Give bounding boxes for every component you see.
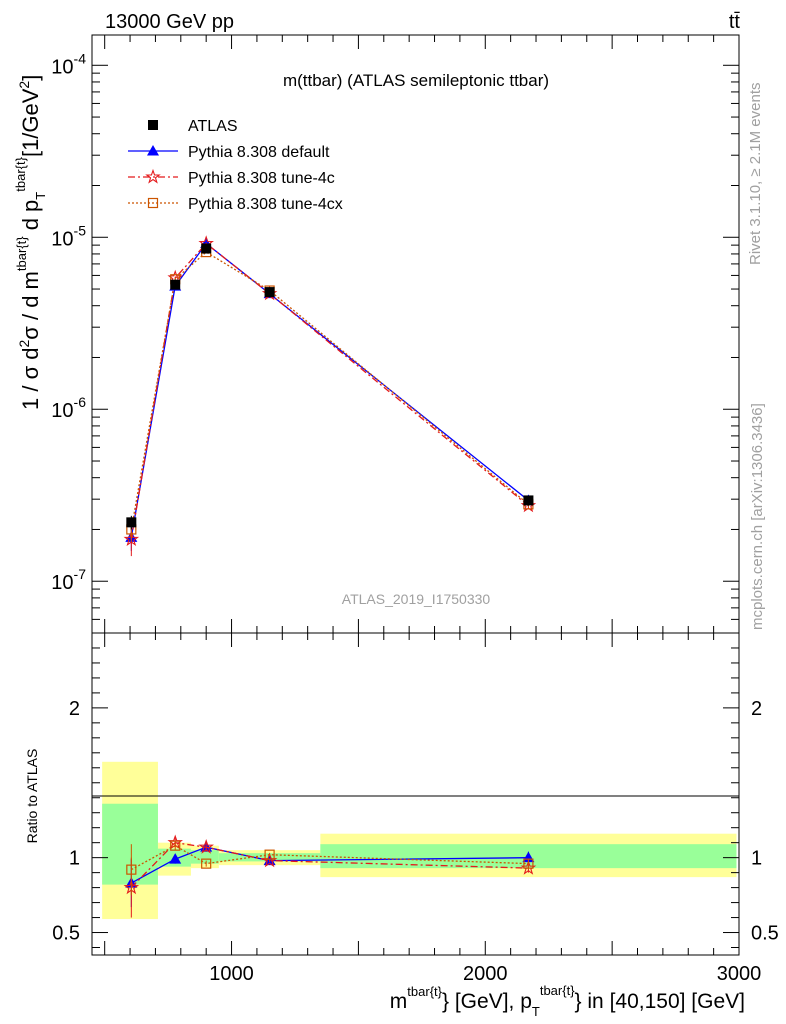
svg-text:mtbar{t}} [GeV], pTtbar{t}} in: mtbar{t}} [GeV], pTtbar{t}} in [40,150] … [390,983,745,1019]
legend: ATLAS Pythia 8.308 default Pythia 8.308 tu… [128,118,343,213]
series-line [130,242,529,538]
data-point [169,853,182,864]
y-tick-label-right: 2 [751,698,762,720]
y-tick-label: 10-4 [51,50,86,78]
series-pythia-8-308-tune-4c [123,235,537,557]
x-axis-title: mtbar{t}} [GeV], pTtbar{t}} in [40,150] … [390,983,745,1019]
main-ylabel: 1 / σ d2σ / d mtbar{t} d pTtbar{t}[1/GeV… [13,75,48,410]
data-point [264,287,275,298]
analysis-watermark: ATLAS_2019_I1750330 [342,591,491,607]
y-tick-label-right: 0.5 [751,923,779,945]
series-line [130,242,529,540]
series-pythia-8-308-tune-4cx [126,246,534,542]
y-tick-label: 1 [69,848,80,870]
data-point [170,840,181,851]
y-tick-label: 10-6 [51,394,86,422]
data-point [126,864,137,875]
series-pythia-8-308-tune-4cx [126,840,534,896]
series-atlas [126,243,534,530]
y-tick-label: 0.5 [52,923,80,945]
ratio-axes: 0.5 0.5 1 1 2 2 1000 2000 3000 [52,633,779,985]
data-point [264,849,275,860]
y-tick-label: 10-5 [51,222,86,250]
main-title: m(ttbar) (ATLAS semileptonic ttbar) [283,71,549,90]
legend-label: Pythia 8.308 tune-4cx [188,196,343,213]
main-series-group [123,235,537,557]
data-point [198,838,214,854]
main-panel: 10-7 10-6 10-5 10-4 m(ttbar) (ATLAS semilep… [51,34,740,634]
data-point [201,243,212,254]
legend-marker [147,197,159,209]
x-tick-label: 1000 [209,963,254,985]
data-point [126,517,137,528]
rivet-version-label: Rivet 3.1.10, ≥ 2.1M events [747,83,764,266]
legend-marker [147,145,159,156]
legend-marker [148,120,158,130]
ratio-panel: 0.5 0.5 1 1 2 2 1000 2000 3000 [52,632,779,985]
energy-label: 13000 GeV pp [105,11,234,33]
legend-entry: Pythia 8.308 tune-4c [128,168,335,187]
legend-entry: ATLAS [148,118,238,135]
svg-text:1 / σ d2σ / d mtbar{t} d pTtba: 1 / σ d2σ / d mtbar{t} d pTtbar{t}[1/GeV… [13,75,48,410]
x-tick-label: 2000 [463,963,508,985]
x-tick-label: 3000 [717,963,762,985]
ratio-bands [102,761,737,920]
uncertainty-band-inner [190,850,219,864]
source-label: mcplots.cern.ch [arXiv:1306.3436] [749,403,766,630]
legend-label: Pythia 8.308 tune-4c [188,170,335,187]
series-line [130,251,529,530]
legend-label: Pythia 8.308 default [188,144,330,161]
legend-entry: Pythia 8.308 tune-4cx [128,196,343,213]
y-tick-label: 2 [69,698,80,720]
legend-entry: Pythia 8.308 default [128,144,330,161]
series-pythia-8-308-default [125,237,535,551]
ratio-series-group [123,834,537,918]
ratio-ylabel: Ratio to ATLAS [24,749,40,844]
y-tick-label: 10-7 [51,566,86,594]
data-point [523,495,534,506]
data-point [523,858,534,869]
data-point [123,531,140,547]
ratio-frame [91,632,740,956]
legend-marker [145,168,161,184]
main-axes: 10-7 10-6 10-5 10-4 [51,35,740,634]
data-point [201,858,212,869]
process-label: tt̄ [729,11,741,33]
y-tick-label-right: 1 [751,848,762,870]
data-point [170,279,181,290]
legend-label: ATLAS [188,118,238,135]
uncertainty-band-inner [102,803,158,885]
